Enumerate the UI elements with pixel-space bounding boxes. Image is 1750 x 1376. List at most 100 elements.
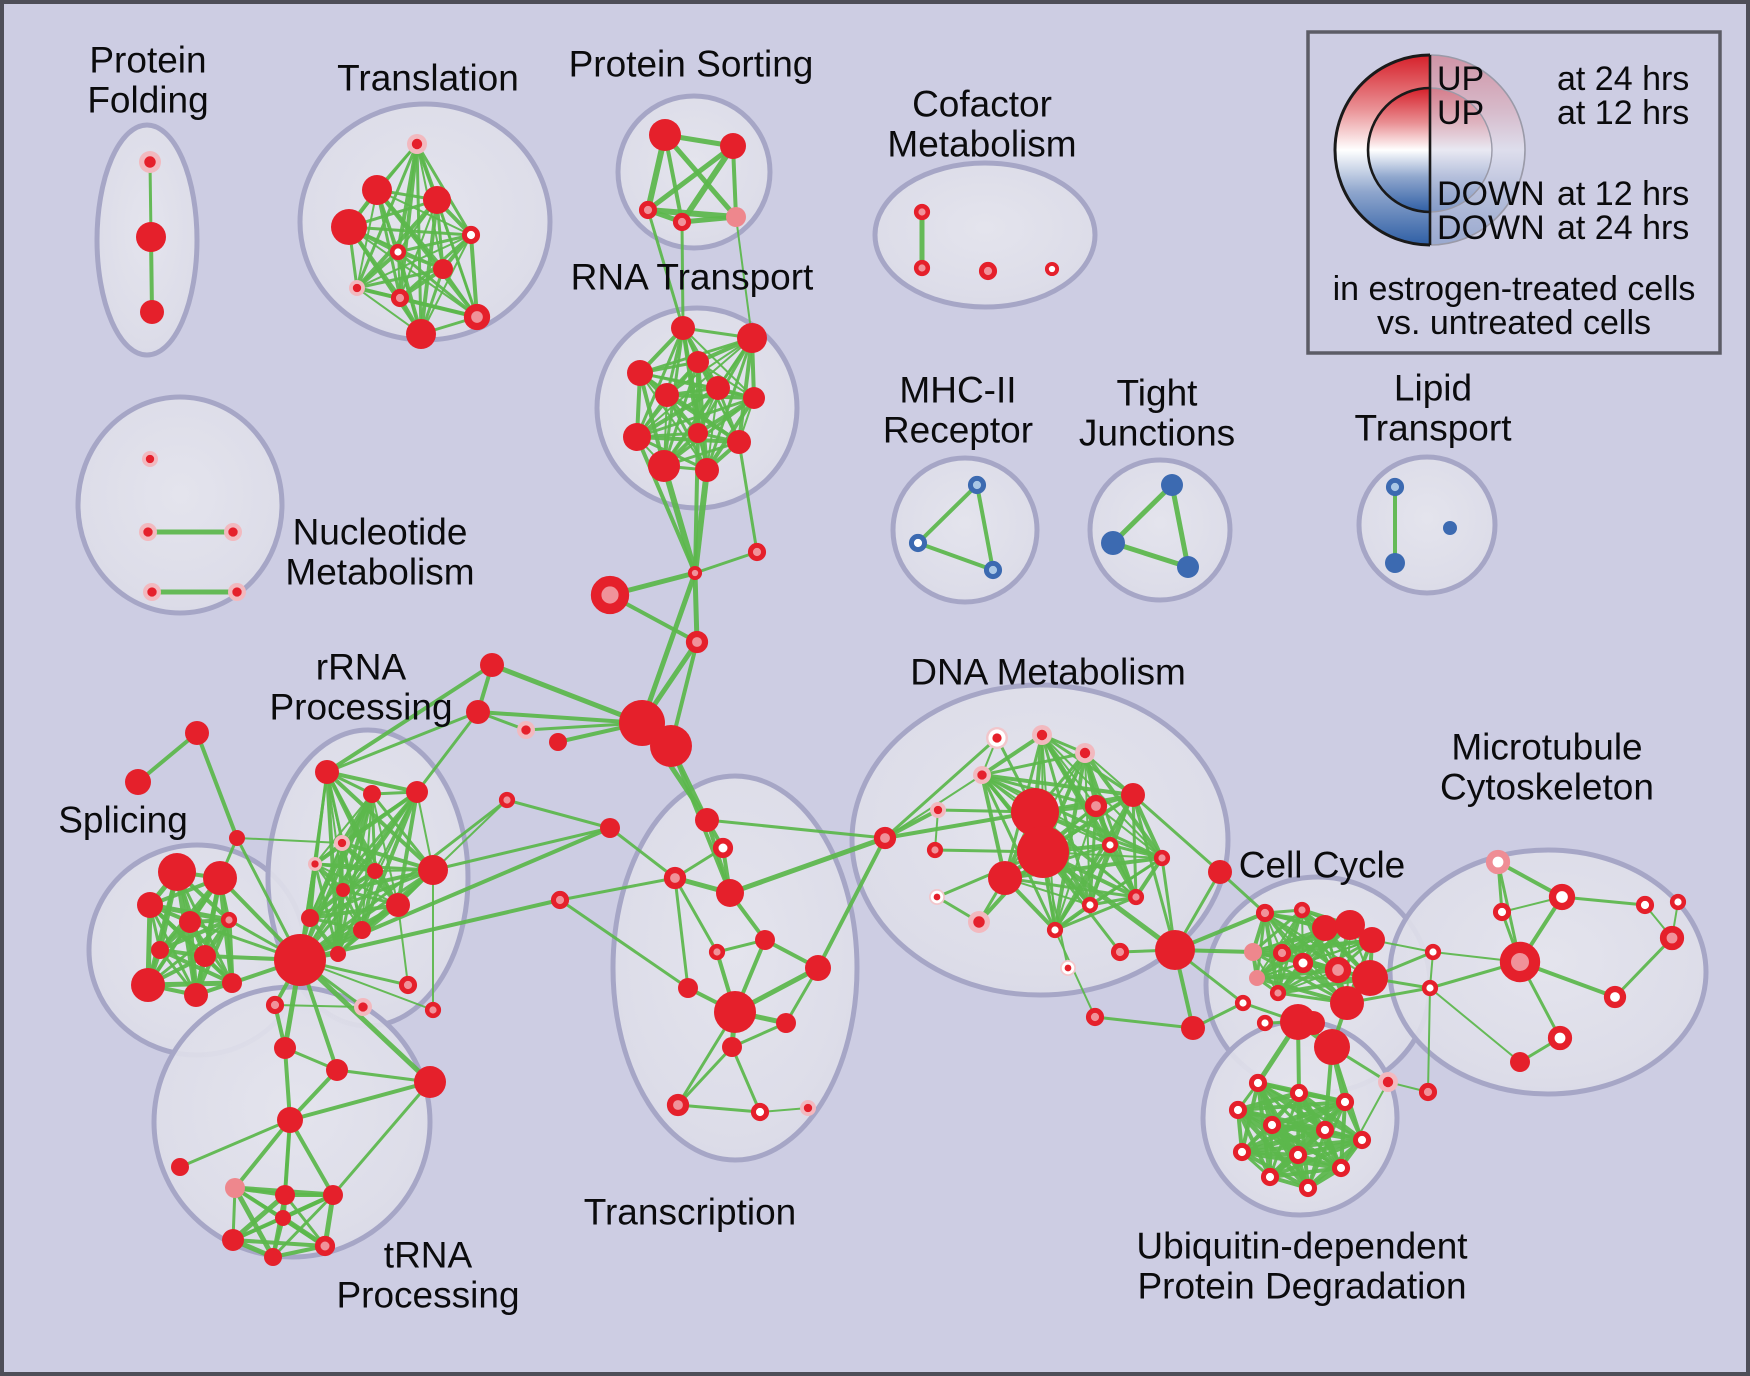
- network-edge: [1131, 793, 1177, 952]
- node-st3: [229, 830, 245, 846]
- network-edge: [298, 792, 374, 962]
- network-edge: [1110, 540, 1191, 570]
- node-rr7: [336, 883, 350, 897]
- network-edge: [397, 904, 409, 986]
- node-cf3: [978, 261, 998, 281]
- network-edge: [673, 876, 690, 990]
- network-edge: [1131, 793, 1222, 874]
- node-nm2: [143, 527, 153, 537]
- node-ub3: [1335, 1092, 1355, 1112]
- cluster-label-rrna-processing: Processing: [269, 687, 452, 728]
- cluster-bubble-lipid-transport: [1356, 454, 1498, 596]
- network-edge: [737, 440, 759, 554]
- network-edge: [636, 337, 753, 438]
- network-edge: [325, 663, 494, 774]
- network-edge: [692, 570, 700, 645]
- node-ps1: [649, 119, 681, 151]
- node-sp8: [131, 968, 165, 1002]
- node-dm21: [1085, 1007, 1105, 1027]
- network-edge: [419, 198, 439, 336]
- legend-circle-inner-right: [1430, 88, 1492, 212]
- cluster-label-translation: Translation: [337, 58, 519, 99]
- node-mt5: [1424, 943, 1442, 961]
- node-sp1: [158, 853, 196, 891]
- node-rr3: [406, 781, 428, 803]
- network-edge: [341, 868, 435, 892]
- node-tn7: [225, 1178, 245, 1198]
- network-edge: [271, 1193, 335, 1259]
- node-st2: [125, 769, 151, 795]
- cluster-label-cofactor-metabolism: Cofactor: [912, 84, 1052, 125]
- node-tn3: [326, 1059, 348, 1081]
- node-rr4: [337, 838, 347, 848]
- node-rr16: [424, 1001, 442, 1019]
- network-edge: [298, 826, 612, 962]
- node-br6: [600, 818, 620, 838]
- node-tx11: [776, 1013, 796, 1033]
- node-h4: [685, 630, 709, 654]
- cluster-label-mhc-ii-receptor: Receptor: [883, 410, 1033, 451]
- node-dm14: [933, 893, 941, 901]
- node-nm1: [145, 454, 155, 464]
- node-rt9: [688, 423, 708, 443]
- node-h3: [590, 575, 630, 615]
- network-edge: [1560, 895, 1647, 907]
- cluster-label-rrna-processing: rRNA: [316, 647, 407, 688]
- cluster-label-protein-folding: Protein: [89, 40, 206, 81]
- node-rr1: [315, 760, 339, 784]
- node-mt4: [1499, 941, 1541, 983]
- node-cc4: [1335, 910, 1365, 940]
- network-edge: [356, 234, 472, 289]
- network-edge: [635, 396, 756, 439]
- node-cf2: [913, 259, 931, 277]
- cluster-label-nucleotide-metabolism: Metabolism: [285, 552, 474, 593]
- cluster-label-nucleotide-metabolism: Nucleotide: [293, 512, 468, 553]
- node-lt1: [1385, 477, 1405, 497]
- legend-up-24-dir: UP: [1437, 60, 1484, 98]
- node-dm18: [1046, 921, 1064, 939]
- node-rr6: [367, 863, 383, 879]
- node-tn11: [314, 1235, 336, 1257]
- network-edge: [158, 918, 231, 952]
- node-sp10: [222, 973, 242, 993]
- network-edge: [420, 234, 472, 335]
- cluster-label-protein-folding: Folding: [87, 80, 208, 121]
- network-edge: [1040, 849, 1178, 953]
- node-tx14: [750, 1102, 770, 1122]
- node-cc2: [1293, 901, 1311, 919]
- network-edge: [679, 143, 736, 225]
- network-edge: [1093, 1015, 1195, 1030]
- network-edge: [158, 948, 234, 985]
- cluster-label-lipid-transport: Transport: [1355, 408, 1513, 449]
- node-tx5: [873, 826, 897, 850]
- network-edge: [735, 216, 753, 339]
- network-edge: [681, 326, 709, 472]
- cluster-bubble-mhc-ii-receptor: [890, 455, 1040, 605]
- legend: UP at 24 hrs UP at 12 hrs DOWN at 12 hrs…: [1306, 30, 1722, 355]
- network-edge: [980, 773, 1164, 860]
- network-edge: [635, 435, 741, 444]
- network-edge: [737, 336, 754, 444]
- node-pf2: [136, 222, 166, 252]
- node-sp7: [194, 945, 216, 967]
- legend-down-24-time: at 24 hrs: [1557, 209, 1689, 247]
- network-edge: [347, 225, 473, 237]
- network-edge: [226, 917, 235, 986]
- node-br4: [498, 791, 516, 809]
- node-rt1: [671, 316, 695, 340]
- network-edge: [489, 662, 645, 726]
- network-edge: [375, 188, 479, 319]
- cluster-label-rna-transport: RNA Transport: [571, 257, 814, 298]
- network-edge: [558, 898, 690, 990]
- node-pf3: [140, 300, 164, 324]
- node-rr8: [386, 893, 410, 917]
- node-tn6: [171, 1158, 189, 1176]
- network-edge: [283, 1193, 327, 1248]
- network-edge: [355, 267, 445, 290]
- cluster-bubble-tight-junctions: [1087, 457, 1233, 603]
- node-tr10: [463, 303, 491, 331]
- cluster-label-protein-sorting: Protein Sorting: [569, 44, 814, 85]
- cluster-label-microtubule-cytoskeleton: Cytoskeleton: [1440, 767, 1654, 808]
- network-edge: [308, 868, 435, 920]
